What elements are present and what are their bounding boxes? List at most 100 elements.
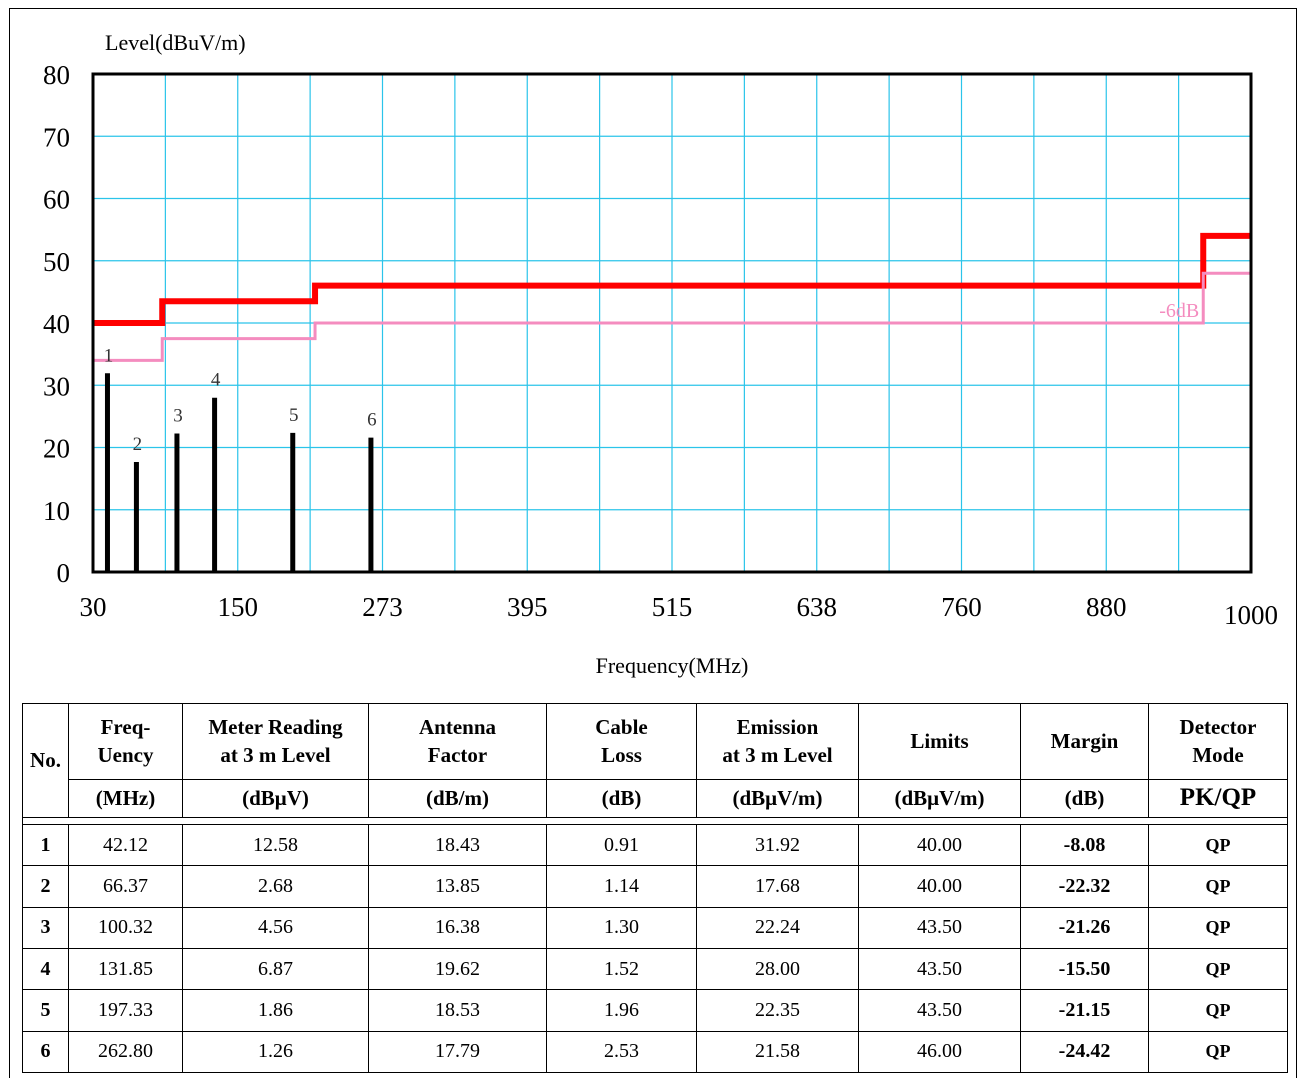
cell-emission: 31.92 xyxy=(696,823,859,867)
header-meter-line2: at 3 m Level xyxy=(220,742,331,767)
header-emission-line2: at 3 m Level xyxy=(722,742,833,767)
table-row: 1 42.12 12.58 18.43 0.91 31.92 40.00 -8.08 QP xyxy=(22,823,1288,867)
unit-frequency: (MHz) xyxy=(68,779,183,818)
header-limits: Limits xyxy=(858,703,1021,780)
header-frequency-line1: Freq- xyxy=(100,715,151,740)
y-tick-label: 0 xyxy=(57,558,71,588)
table-row: 5 197.33 1.86 18.53 1.96 22.35 43.50 -21.15 QP xyxy=(22,989,1288,1032)
cell-margin: -15.50 xyxy=(1020,947,1149,991)
cell-meter: 2.68 xyxy=(182,865,369,908)
cell-meter: 1.86 xyxy=(182,989,369,1032)
cell-antenna: 19.62 xyxy=(368,947,547,991)
x-ticks: 30 150 273 395 515 638 760 880 1000 xyxy=(80,592,1279,630)
x-tick-label: 638 xyxy=(797,592,838,622)
cell-emission: 28.00 xyxy=(696,947,859,991)
emission-table: No. Freq- Uency Meter Reading at 3 m Level… xyxy=(22,703,1288,1074)
unit-detector-mode: PK/QP xyxy=(1148,779,1288,818)
page-frame xyxy=(9,8,1297,1078)
cell-no: 2 xyxy=(22,865,69,908)
y-ticks: 0 10 20 30 40 50 60 70 80 xyxy=(43,60,70,588)
cell-limits: 40.00 xyxy=(858,865,1021,908)
cell-no: 1 xyxy=(22,823,69,867)
cell-cable: 1.52 xyxy=(546,947,697,991)
cell-mode: QP xyxy=(1148,989,1288,1032)
header-frequency: Freq- Uency xyxy=(68,703,183,780)
x-tick-label: 880 xyxy=(1086,592,1127,622)
cell-meter: 6.87 xyxy=(182,947,369,991)
cell-mode: QP xyxy=(1148,906,1288,949)
cell-antenna: 13.85 xyxy=(368,865,547,908)
header-cable-loss: Cable Loss xyxy=(546,703,697,780)
cell-margin: -21.15 xyxy=(1020,989,1149,1032)
marker-label: 3 xyxy=(173,406,183,427)
cell-no: 6 xyxy=(22,1030,69,1074)
cell-antenna: 16.38 xyxy=(368,906,547,949)
header-antenna-line1: Antenna xyxy=(418,715,497,740)
table-row: 3 100.32 4.56 16.38 1.30 22.24 43.50 -21.26 QP xyxy=(22,906,1288,949)
cell-margin: -8.08 xyxy=(1020,823,1149,867)
unit-cable-loss: (dB) xyxy=(546,779,697,818)
header-spacer xyxy=(22,817,1288,825)
cell-limits: 43.50 xyxy=(858,906,1021,949)
header-cable-line2: Loss xyxy=(601,742,642,767)
emission-chart: Level(dBuV/m) Frequency(MHz) 01020304050… xyxy=(43,30,1279,678)
y-tick-label: 70 xyxy=(43,122,70,152)
cell-cable: 1.14 xyxy=(546,865,697,908)
limit-lines: -6dB xyxy=(93,232,1251,362)
unit-emission: (dBμV/m) xyxy=(696,779,859,818)
cell-limits: 43.50 xyxy=(858,947,1021,991)
marker-label: 6 xyxy=(367,410,377,431)
limit-line-label: -6dB xyxy=(1159,300,1199,322)
table-row: 6 262.80 1.26 17.79 2.53 21.58 46.00 -24.42 QP xyxy=(22,1030,1288,1074)
cell-freq: 100.32 xyxy=(68,906,183,949)
cell-emission: 17.68 xyxy=(696,865,859,908)
emission-markers: 1 2 3 4 5 6 xyxy=(104,345,377,572)
y-tick-label: 30 xyxy=(43,371,70,401)
plot-border xyxy=(91,72,1253,574)
x-axis-label: Frequency(MHz) xyxy=(596,653,749,678)
unit-limits: (dBμV/m) xyxy=(858,779,1021,818)
y-tick-label: 20 xyxy=(43,434,70,464)
x-tick-label: 150 xyxy=(218,592,259,622)
y-axis-label: Level(dBuV/m) xyxy=(105,30,246,55)
cell-meter: 12.58 xyxy=(182,823,369,867)
marker-label: 5 xyxy=(289,405,299,426)
cell-emission: 22.24 xyxy=(696,906,859,949)
x-tick-label: 395 xyxy=(507,592,548,622)
header-margin: Margin xyxy=(1020,703,1149,780)
cell-freq: 66.37 xyxy=(68,865,183,908)
cell-margin: -24.42 xyxy=(1020,1030,1149,1074)
cell-mode: QP xyxy=(1148,947,1288,991)
header-frequency-line2: Uency xyxy=(97,742,154,767)
x-tick-label: 760 xyxy=(941,592,982,622)
header-antenna-line2: Factor xyxy=(427,742,488,767)
cell-meter: 1.26 xyxy=(182,1030,369,1074)
cell-mode: QP xyxy=(1148,1030,1288,1074)
header-no: No. xyxy=(22,703,69,818)
table-row: 4 131.85 6.87 19.62 1.52 28.00 43.50 -15.50 QP xyxy=(22,947,1288,991)
cell-antenna: 17.79 xyxy=(368,1030,547,1074)
cell-mode: QP xyxy=(1148,823,1288,867)
header-meter-reading: Meter Reading at 3 m Level xyxy=(182,703,369,780)
unit-meter-reading: (dBμV) xyxy=(182,779,369,818)
cell-freq: 131.85 xyxy=(68,947,183,991)
header-detector-mode: Detector Mode xyxy=(1148,703,1288,780)
table-body: 1 42.12 12.58 18.43 0.91 31.92 40.00 -8.08 QP 2 66… xyxy=(22,823,1288,1074)
cell-antenna: 18.53 xyxy=(368,989,547,1032)
x-tick-label: 1000 xyxy=(1224,600,1278,630)
header-meter-line1: Meter Reading xyxy=(208,715,343,740)
cell-no: 5 xyxy=(22,989,69,1032)
x-tick-label: 273 xyxy=(362,592,403,622)
limit-line xyxy=(93,232,1251,326)
cell-cable: 1.30 xyxy=(546,906,697,949)
unit-margin: (dB) xyxy=(1020,779,1149,818)
cell-cable: 1.96 xyxy=(546,989,697,1032)
y-tick-label: 40 xyxy=(43,309,70,339)
cell-mode: QP xyxy=(1148,865,1288,908)
y-tick-label: 50 xyxy=(43,247,70,277)
cell-margin: -21.26 xyxy=(1020,906,1149,949)
x-tick-label: 515 xyxy=(652,592,693,622)
cell-cable: 0.91 xyxy=(546,823,697,867)
cell-freq: 262.80 xyxy=(68,1030,183,1074)
y-tick-label: 60 xyxy=(43,185,70,215)
